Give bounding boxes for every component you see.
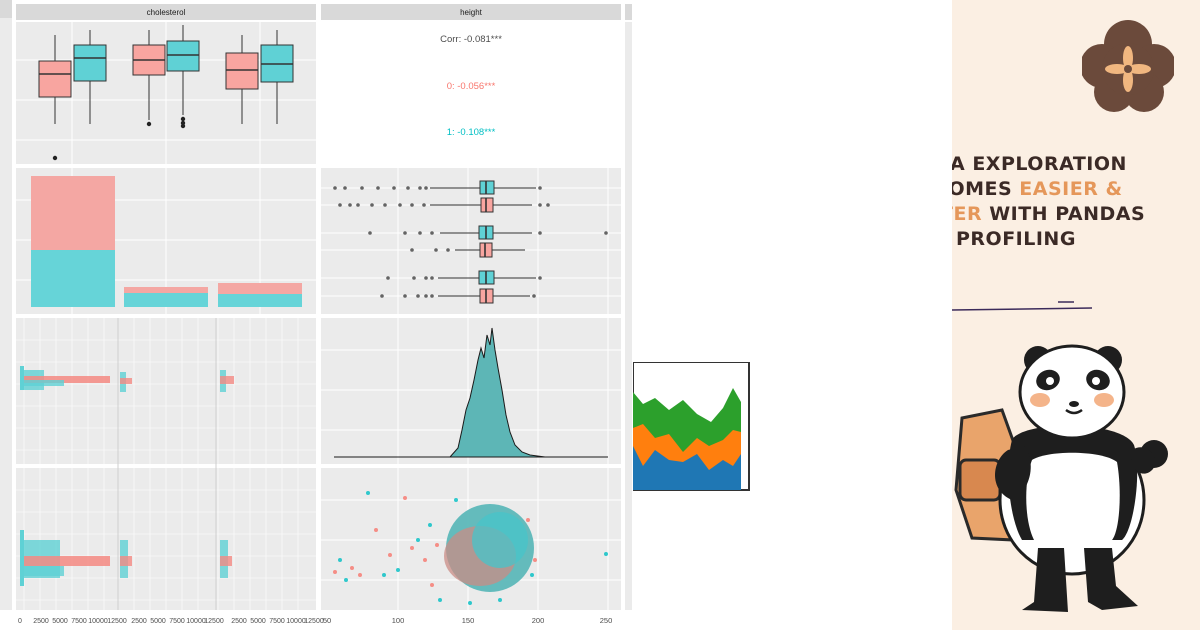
x-axis-left: 0 2500 5000 7500 10000 12500 2500 5000 7… xyxy=(18,618,324,625)
svg-text:12500: 12500 xyxy=(304,618,324,625)
svg-text:10000: 10000 xyxy=(88,618,108,625)
svg-text:2500: 2500 xyxy=(131,618,147,625)
banner-title-line2a: COMES xyxy=(952,178,1013,200)
svg-text:100: 100 xyxy=(392,616,405,625)
pairs-plot: cholesterol height xyxy=(0,0,632,625)
svg-text:150: 150 xyxy=(462,616,475,625)
bar-1-group1 xyxy=(31,250,115,307)
bar-3-group1 xyxy=(218,294,302,307)
cholesterol-boxplots xyxy=(38,25,294,124)
svg-text:50: 50 xyxy=(323,616,331,625)
banner-title: A EXPLORATION COMES EASIER & TER WITH PA… xyxy=(952,152,1200,252)
svg-text:5000: 5000 xyxy=(52,618,68,625)
corr-group0: 0: -0.056*** xyxy=(447,81,496,92)
box-1-group1 xyxy=(73,44,107,82)
strip-label-cholesterol: cholesterol xyxy=(147,8,186,17)
cholesterol-bars xyxy=(31,176,302,307)
x-axis-right: 50 100 150 200 250 xyxy=(323,616,612,625)
bar-1-group0 xyxy=(31,176,115,250)
stacked-area-thumbnail xyxy=(633,362,750,491)
bar-2-group1 xyxy=(124,293,208,307)
banner-title-line2b: EASIER & xyxy=(1019,178,1123,200)
svg-text:0: 0 xyxy=(18,618,22,625)
svg-text:200: 200 xyxy=(532,616,545,625)
corr-overall: Corr: -0.081*** xyxy=(440,34,502,45)
box-2-group1 xyxy=(166,40,200,72)
height-density xyxy=(334,327,608,458)
divider-lines xyxy=(952,301,1093,311)
histograms xyxy=(20,366,234,586)
svg-text:10000: 10000 xyxy=(186,618,206,625)
flower-icon xyxy=(1082,20,1174,112)
banner-title-line4: PROFILING xyxy=(956,228,1076,250)
height-scatter xyxy=(333,491,608,605)
svg-text:250: 250 xyxy=(600,616,613,625)
svg-text:12500: 12500 xyxy=(107,618,127,625)
svg-text:5000: 5000 xyxy=(150,618,166,625)
banner-title-line3b: WITH PANDAS xyxy=(982,203,1146,225)
panda-illustration xyxy=(954,344,1168,612)
corr-group1: 1: -0.108*** xyxy=(447,127,496,138)
svg-text:12500: 12500 xyxy=(204,618,224,625)
svg-text:10000: 10000 xyxy=(286,618,306,625)
banner-title-line3a: TER xyxy=(952,203,983,225)
svg-text:2500: 2500 xyxy=(33,618,49,625)
banner-title-line1: A EXPLORATION xyxy=(952,153,1127,175)
svg-text:2500: 2500 xyxy=(231,618,247,625)
svg-text:7500: 7500 xyxy=(71,618,87,625)
svg-text:7500: 7500 xyxy=(269,618,285,625)
height-boxplots xyxy=(333,180,608,304)
strip-cholesterol xyxy=(16,4,316,20)
bar-3-group0 xyxy=(218,283,302,294)
box-3-group0 xyxy=(225,52,259,90)
strip-height xyxy=(321,4,621,20)
svg-text:5000: 5000 xyxy=(250,618,266,625)
strip-label-height: height xyxy=(460,8,483,17)
box-1-group0 xyxy=(38,60,72,98)
bar-2-group0 xyxy=(124,287,208,293)
banner: A EXPLORATION COMES EASIER & TER WITH PA… xyxy=(952,0,1200,630)
svg-text:7500: 7500 xyxy=(169,618,185,625)
